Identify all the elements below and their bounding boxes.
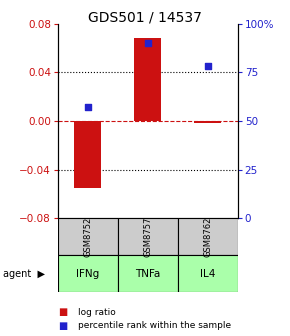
Text: IFNg: IFNg [76, 269, 99, 279]
Text: GSM8757: GSM8757 [143, 217, 153, 257]
Bar [75, 121, 102, 188]
Text: log ratio: log ratio [78, 308, 116, 317]
Text: agent  ▶: agent ▶ [3, 269, 45, 279]
Bar [118, 255, 178, 292]
Text: ■: ■ [58, 307, 67, 318]
Bar [194, 121, 221, 123]
Text: percentile rank within the sample: percentile rank within the sample [78, 322, 231, 330]
Point [86, 104, 90, 110]
Text: GDS501 / 14537: GDS501 / 14537 [88, 10, 202, 24]
Text: GSM8762: GSM8762 [203, 217, 212, 257]
Bar [58, 218, 118, 255]
Bar [118, 218, 178, 255]
Point [206, 64, 210, 69]
Text: GSM8752: GSM8752 [84, 217, 93, 257]
Bar [58, 255, 118, 292]
Bar [134, 38, 161, 121]
Text: TNFa: TNFa [135, 269, 161, 279]
Bar [178, 218, 238, 255]
Bar [178, 255, 238, 292]
Point [146, 40, 150, 46]
Text: ■: ■ [58, 321, 67, 331]
Text: IL4: IL4 [200, 269, 215, 279]
